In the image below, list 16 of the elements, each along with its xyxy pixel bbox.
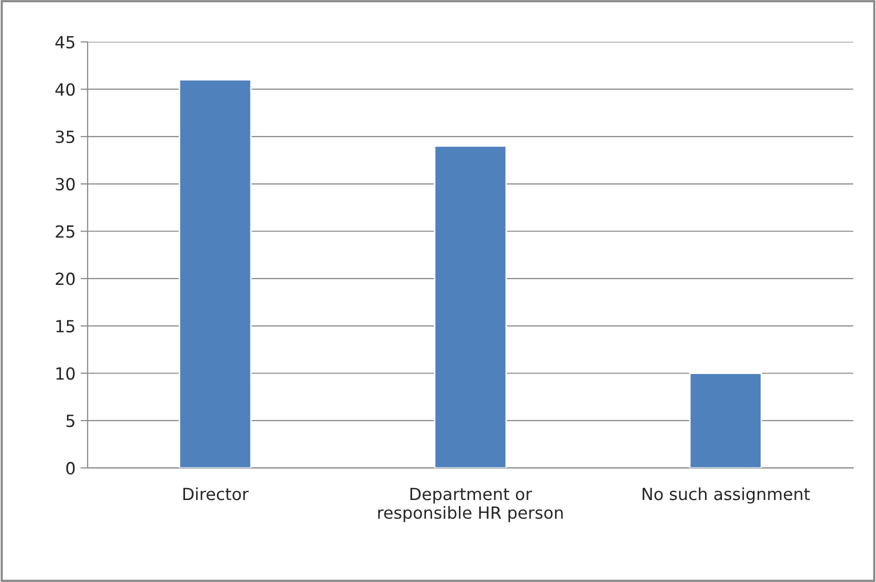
y-tick-label: 20 bbox=[56, 272, 75, 286]
bar bbox=[178, 79, 252, 468]
x-tick-label: Director bbox=[183, 487, 249, 500]
y-tick-label: 15 bbox=[56, 320, 74, 332]
y-tick-label: 10 bbox=[56, 367, 75, 380]
y-tick-label: 5 bbox=[66, 414, 74, 428]
y-tick-label: 40 bbox=[55, 83, 75, 96]
y-tick-label: 35 bbox=[56, 130, 74, 144]
y-tick-label: 30 bbox=[56, 178, 75, 190]
y-tick-label: 45 bbox=[55, 36, 74, 48]
x-tick-label: No such assignment bbox=[642, 487, 810, 504]
bar bbox=[689, 372, 762, 468]
x-tick-label: Department or responsible HR person bbox=[378, 488, 563, 522]
y-tick-label: 0 bbox=[66, 462, 75, 474]
bar bbox=[434, 145, 507, 468]
y-tick-label: 25 bbox=[56, 225, 74, 238]
